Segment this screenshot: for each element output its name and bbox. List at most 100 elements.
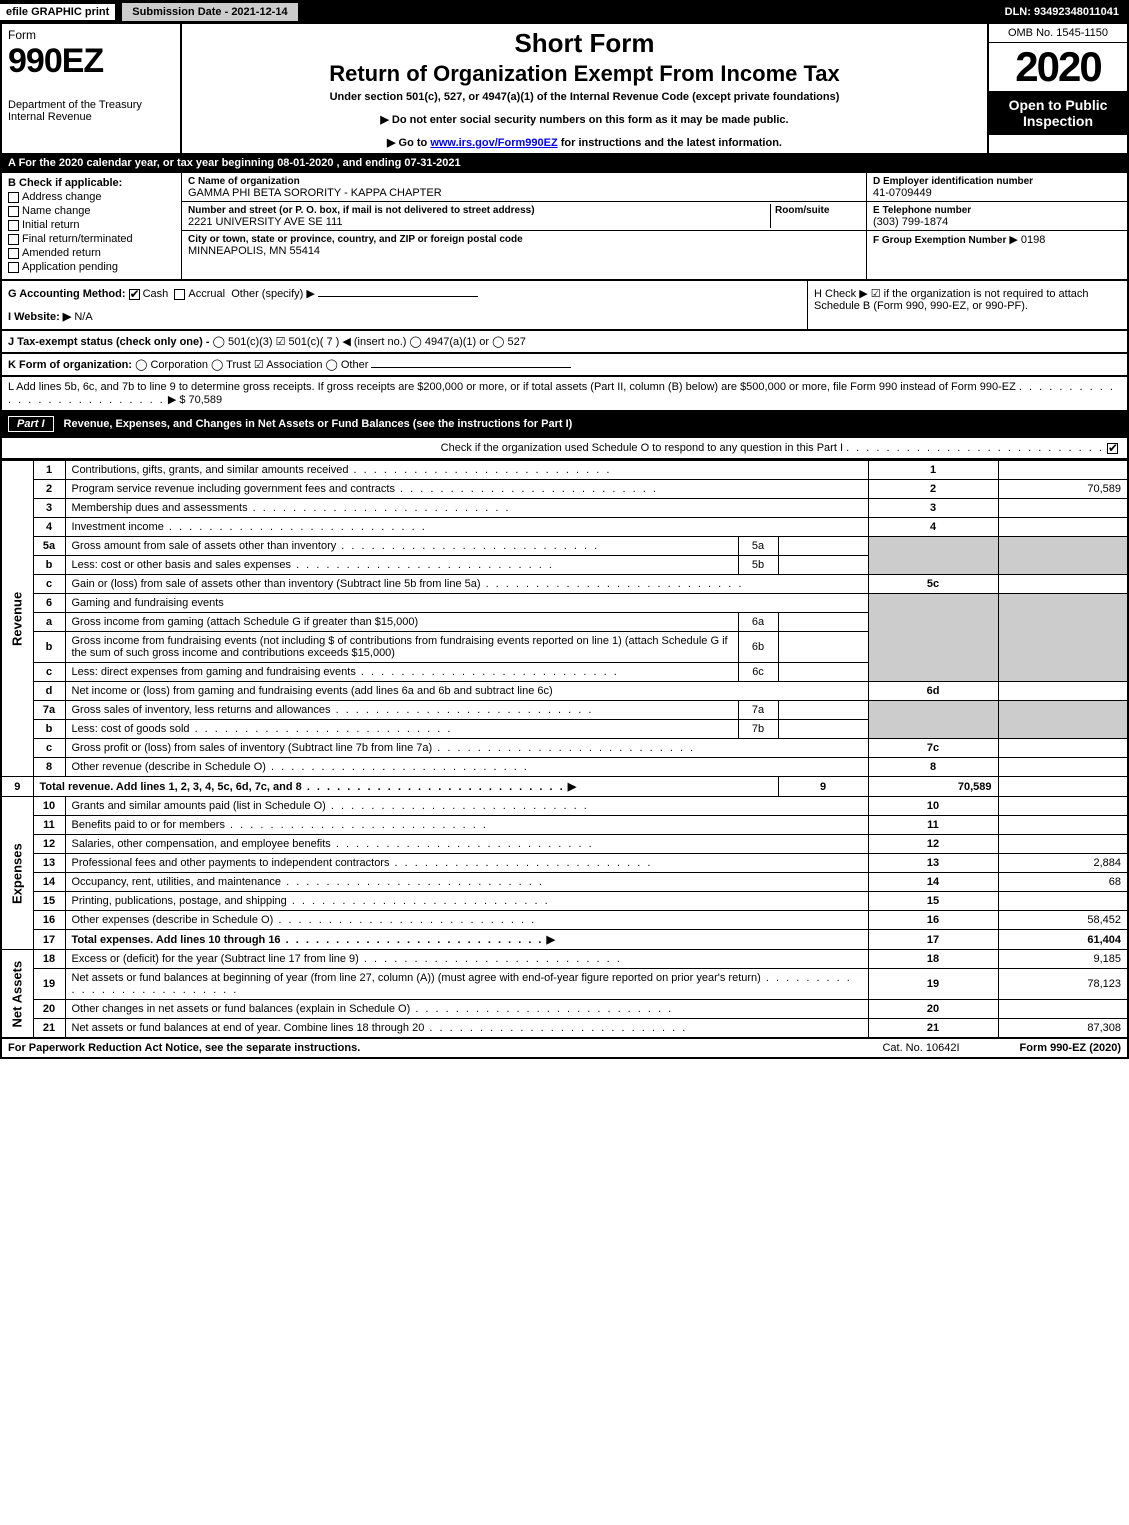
efile-button[interactable]: efile GRAPHIC print (0, 4, 115, 20)
check-amended-return[interactable]: Amended return (8, 247, 175, 259)
netassets-label: Net Assets (1, 950, 33, 1039)
return-title: Return of Organization Exempt From Incom… (192, 61, 977, 87)
f-label: F Group Exemption Number (873, 235, 1006, 246)
check-accrual[interactable] (174, 289, 185, 300)
table-row: 7aGross sales of inventory, less returns… (1, 701, 1128, 720)
part1-table: Revenue 1Contributions, gifts, grants, a… (0, 460, 1129, 1039)
part1-check-row: Check if the organization used Schedule … (0, 438, 1129, 460)
section-l: L Add lines 5b, 6c, and 7b to line 9 to … (0, 377, 1129, 412)
section-b-label: B Check if applicable: (8, 177, 122, 189)
org-street: 2221 UNIVERSITY AVE SE 111 (188, 216, 343, 228)
department-text: Department of the Treasury Internal Reve… (8, 99, 174, 123)
part1-title: Revenue, Expenses, and Changes in Net As… (64, 418, 573, 430)
org-name: GAMMA PHI BETA SORORITY - KAPPA CHAPTER (188, 187, 442, 199)
table-row: 20Other changes in net assets or fund ba… (1, 1000, 1128, 1019)
goto-text: ▶ Go to www.irs.gov/Form990EZ for instru… (192, 136, 977, 149)
part1-schedule-o-checkbox[interactable] (1107, 443, 1118, 454)
g-other: Other (specify) ▶ (231, 288, 315, 300)
table-row: dNet income or (loss) from gaming and fu… (1, 682, 1128, 701)
table-row: Revenue 1Contributions, gifts, grants, a… (1, 461, 1128, 480)
k-label: K Form of organization: (8, 359, 132, 371)
g-label: G Accounting Method: (8, 288, 126, 300)
table-row: 21Net assets or fund balances at end of … (1, 1019, 1128, 1039)
form-number: 990EZ (8, 42, 174, 81)
l-amount: ▶ $ 70,589 (168, 394, 222, 406)
part1-check-text: Check if the organization used Schedule … (441, 442, 843, 454)
table-row: Net Assets 18Excess or (deficit) for the… (1, 950, 1128, 969)
check-name-change[interactable]: Name change (8, 205, 175, 217)
table-row: cGain or (loss) from sale of assets othe… (1, 575, 1128, 594)
dln-text: DLN: 93492348011041 (1005, 6, 1129, 18)
table-row: 19Net assets or fund balances at beginni… (1, 969, 1128, 1000)
section-h: H Check ▶ ☑ if the organization is not r… (807, 281, 1127, 329)
table-row: 9Total revenue. Add lines 1, 2, 3, 4, 5c… (1, 777, 1128, 797)
k-options: ◯ Corporation ◯ Trust ☑ Association ◯ Ot… (135, 359, 368, 371)
c-room-label: Room/suite (775, 205, 829, 216)
table-row: 3Membership dues and assessments3 (1, 499, 1128, 518)
org-city: MINNEAPOLIS, MN 55414 (188, 245, 320, 257)
revenue-label: Revenue (1, 461, 33, 777)
section-c: C Name of organization GAMMA PHI BETA SO… (182, 173, 867, 279)
part1-header: Part I Revenue, Expenses, and Changes in… (0, 412, 1129, 438)
website-value: N/A (74, 311, 92, 323)
irs-link[interactable]: www.irs.gov/Form990EZ (430, 137, 557, 149)
form-header-center: Short Form Return of Organization Exempt… (182, 24, 987, 153)
catalog-number: Cat. No. 10642I (882, 1042, 959, 1054)
section-j: J Tax-exempt status (check only one) - ◯… (0, 331, 1129, 354)
open-inspection: Open to Public Inspection (989, 91, 1127, 135)
c-street-label: Number and street (or P. O. box, if mail… (188, 205, 535, 216)
submission-date-button[interactable]: Submission Date - 2021-12-14 (121, 2, 298, 22)
tax-year: 2020 (989, 43, 1127, 91)
c-city-label: City or town, state or province, country… (188, 234, 523, 245)
c-name-label: C Name of organization (188, 176, 300, 187)
paperwork-notice: For Paperwork Reduction Act Notice, see … (8, 1042, 360, 1054)
form-header: Form 990EZ Department of the Treasury In… (0, 24, 1129, 155)
check-cash[interactable] (129, 289, 140, 300)
j-label: J Tax-exempt status (check only one) - (8, 336, 210, 348)
form-header-right: OMB No. 1545-1150 2020 Open to Public In… (987, 24, 1127, 153)
l-text: L Add lines 5b, 6c, and 7b to line 9 to … (8, 381, 1016, 393)
under-section-text: Under section 501(c), 527, or 4947(a)(1)… (192, 91, 977, 103)
table-row: 16Other expenses (describe in Schedule O… (1, 911, 1128, 930)
d-label: D Employer identification number (873, 176, 1033, 187)
bcdef-row: B Check if applicable: Address change Na… (0, 173, 1129, 281)
table-row: 13Professional fees and other payments t… (1, 854, 1128, 873)
h-text: H Check ▶ ☑ if the organization is not r… (814, 288, 1089, 312)
table-row: Expenses 10Grants and similar amounts pa… (1, 797, 1128, 816)
e-label: E Telephone number (873, 205, 971, 216)
section-def: D Employer identification number 41-0709… (867, 173, 1127, 279)
group-exemption-value: ▶ 0198 (1009, 234, 1045, 246)
check-final-return[interactable]: Final return/terminated (8, 233, 175, 245)
section-b: B Check if applicable: Address change Na… (2, 173, 182, 279)
line-a: A For the 2020 calendar year, or tax yea… (0, 155, 1129, 173)
table-row: 6Gaming and fundraising events (1, 594, 1128, 613)
check-application-pending[interactable]: Application pending (8, 261, 175, 273)
check-initial-return[interactable]: Initial return (8, 219, 175, 231)
table-row: 12Salaries, other compensation, and empl… (1, 835, 1128, 854)
top-bar: efile GRAPHIC print Submission Date - 20… (0, 0, 1129, 24)
check-address-change[interactable]: Address change (8, 191, 175, 203)
table-row: 5aGross amount from sale of assets other… (1, 537, 1128, 556)
ein-value: 41-0709449 (873, 187, 932, 199)
table-row: 8Other revenue (describe in Schedule O)8 (1, 758, 1128, 777)
form-reference: Form 990-EZ (2020) (1020, 1042, 1121, 1054)
table-row: 11Benefits paid to or for members11 (1, 816, 1128, 835)
no-ssn-text: ▶ Do not enter social security numbers o… (192, 113, 977, 126)
omb-number: OMB No. 1545-1150 (989, 24, 1127, 43)
j-options: ◯ 501(c)(3) ☑ 501(c)( 7 ) ◀ (insert no.)… (213, 336, 526, 348)
part1-tag: Part I (8, 416, 54, 432)
table-row: 4Investment income4 (1, 518, 1128, 537)
table-row: 2Program service revenue including gover… (1, 480, 1128, 499)
form-label: Form (8, 28, 174, 42)
gh-row: G Accounting Method: Cash Accrual Other … (0, 281, 1129, 331)
short-form-title: Short Form (192, 28, 977, 59)
phone-value: (303) 799-1874 (873, 216, 948, 228)
section-g: G Accounting Method: Cash Accrual Other … (2, 281, 807, 329)
footer-row: For Paperwork Reduction Act Notice, see … (0, 1039, 1129, 1059)
table-row: 17Total expenses. Add lines 10 through 1… (1, 930, 1128, 950)
table-row: 15Printing, publications, postage, and s… (1, 892, 1128, 911)
expenses-label: Expenses (1, 797, 33, 950)
table-row: cGross profit or (loss) from sales of in… (1, 739, 1128, 758)
table-row: 14Occupancy, rent, utilities, and mainte… (1, 873, 1128, 892)
section-k: K Form of organization: ◯ Corporation ◯ … (0, 354, 1129, 377)
